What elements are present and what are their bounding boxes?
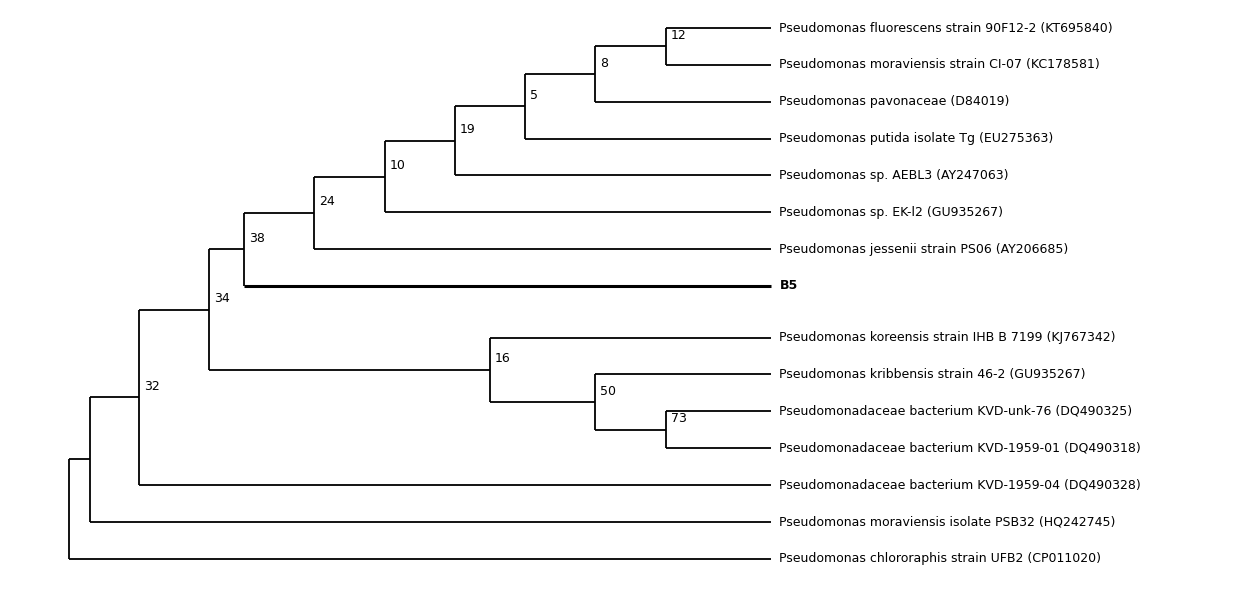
Text: 8: 8 xyxy=(600,56,609,69)
Text: Pseudomonas chlororaphis strain UFB2 (CP011020): Pseudomonas chlororaphis strain UFB2 (CP… xyxy=(780,552,1101,565)
Text: 38: 38 xyxy=(249,232,265,245)
Text: 19: 19 xyxy=(460,124,476,137)
Text: 24: 24 xyxy=(320,195,335,208)
Text: Pseudomonas fluorescens strain 90F12-2 (KT695840): Pseudomonas fluorescens strain 90F12-2 (… xyxy=(780,21,1114,34)
Text: Pseudomonadaceae bacterium KVD-1959-01 (DQ490318): Pseudomonadaceae bacterium KVD-1959-01 (… xyxy=(780,441,1141,454)
Text: Pseudomonas pavonaceae (D84019): Pseudomonas pavonaceae (D84019) xyxy=(780,95,1009,108)
Text: 50: 50 xyxy=(600,384,616,397)
Text: Pseudomonadaceae bacterium KVD-unk-76 (DQ490325): Pseudomonadaceae bacterium KVD-unk-76 (D… xyxy=(780,405,1132,418)
Text: 73: 73 xyxy=(671,412,687,425)
Text: Pseudomonas jessenii strain PS06 (AY206685): Pseudomonas jessenii strain PS06 (AY2066… xyxy=(780,242,1069,255)
Text: 12: 12 xyxy=(671,29,686,42)
Text: 10: 10 xyxy=(389,159,405,172)
Text: Pseudomonas koreensis strain IHB B 7199 (KJ767342): Pseudomonas koreensis strain IHB B 7199 … xyxy=(780,331,1116,344)
Text: 32: 32 xyxy=(144,380,160,393)
Text: 5: 5 xyxy=(529,89,538,102)
Text: 34: 34 xyxy=(215,292,229,305)
Text: Pseudomonas kribbensis strain 46-2 (GU935267): Pseudomonas kribbensis strain 46-2 (GU93… xyxy=(780,368,1086,381)
Text: B5: B5 xyxy=(780,279,797,292)
Text: Pseudomonadaceae bacterium KVD-1959-04 (DQ490328): Pseudomonadaceae bacterium KVD-1959-04 (… xyxy=(780,478,1141,491)
Text: Pseudomonas sp. AEBL3 (AY247063): Pseudomonas sp. AEBL3 (AY247063) xyxy=(780,169,1009,182)
Text: 16: 16 xyxy=(495,352,511,365)
Text: Pseudomonas moraviensis isolate PSB32 (HQ242745): Pseudomonas moraviensis isolate PSB32 (H… xyxy=(780,515,1116,528)
Text: Pseudomonas sp. EK-l2 (GU935267): Pseudomonas sp. EK-l2 (GU935267) xyxy=(780,206,1003,219)
Text: Pseudomonas putida isolate Tg (EU275363): Pseudomonas putida isolate Tg (EU275363) xyxy=(780,132,1054,145)
Text: Pseudomonas moraviensis strain CI-07 (KC178581): Pseudomonas moraviensis strain CI-07 (KC… xyxy=(780,58,1100,71)
